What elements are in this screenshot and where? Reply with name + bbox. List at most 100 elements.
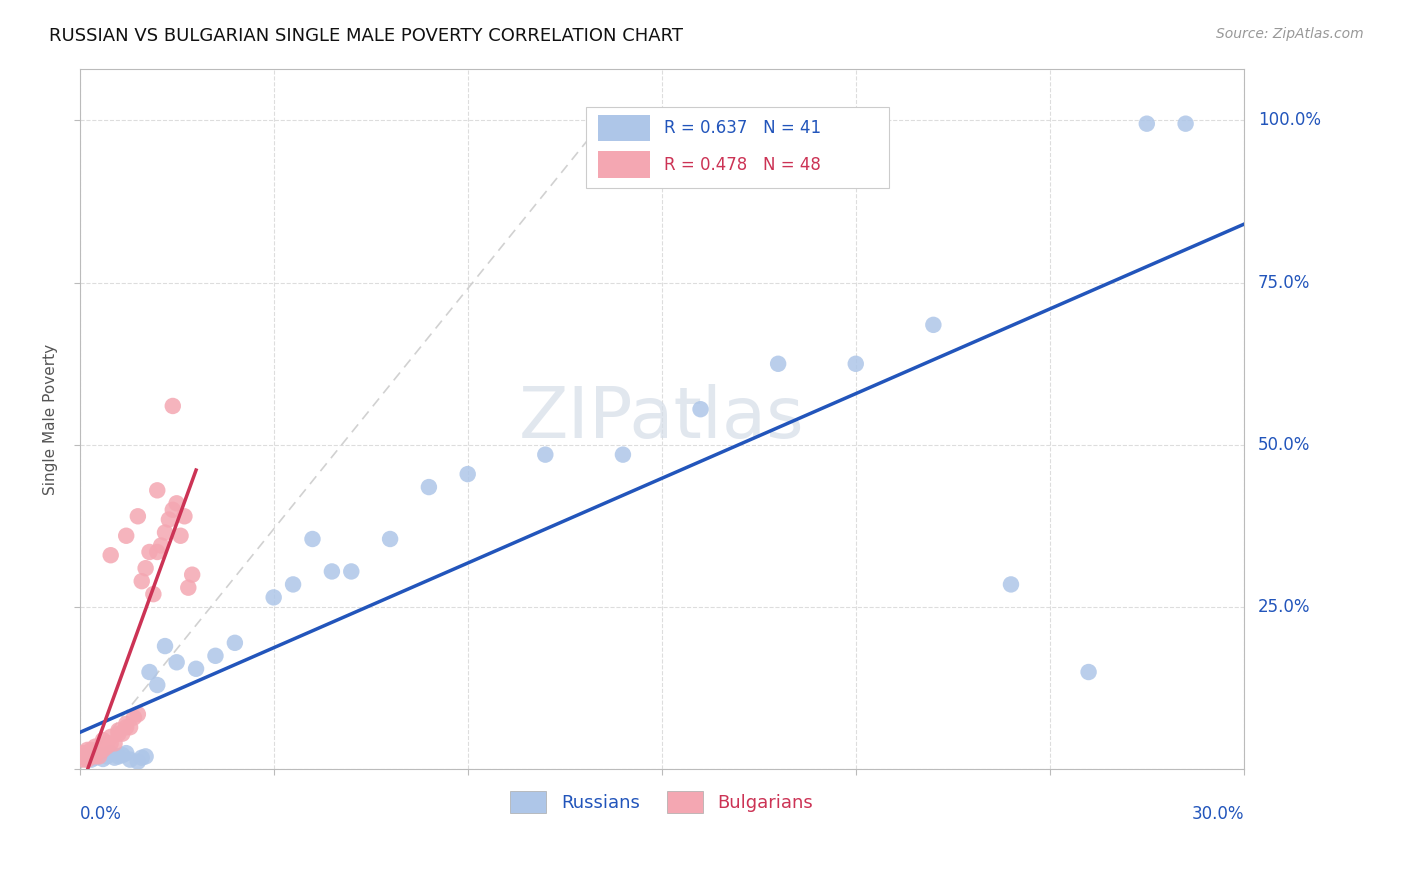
Point [100,746,122,760]
Point [87,748,110,763]
Point [418,480,440,494]
Point [100,548,122,562]
Point [689,402,711,417]
Point [166,496,188,510]
Point [103,750,125,764]
Point [162,503,184,517]
Point [138,545,160,559]
Point [157,512,180,526]
Point [111,727,134,741]
Point [131,574,153,589]
Point [96,749,118,764]
Point [84,750,107,764]
Point [120,720,142,734]
Text: 100.0%: 100.0% [1258,112,1320,129]
Text: R = 0.637   N = 41: R = 0.637 N = 41 [664,120,821,137]
Point [1077,665,1099,679]
Point [96,736,118,750]
Point [103,736,125,750]
Point [80,746,103,760]
Point [301,532,323,546]
Point [72,753,94,767]
Point [120,753,142,767]
Text: RUSSIAN VS BULGARIAN SINGLE MALE POVERTY CORRELATION CHART: RUSSIAN VS BULGARIAN SINGLE MALE POVERTY… [49,27,683,45]
Point [177,581,200,595]
Point [612,448,634,462]
Point [91,733,114,747]
Legend: Russians, Bulgarians: Russians, Bulgarians [503,783,820,820]
Point [150,539,173,553]
Text: 50.0%: 50.0% [1258,436,1310,454]
Point [340,565,363,579]
Text: ZIPatlas: ZIPatlas [519,384,804,453]
Text: 75.0%: 75.0% [1258,274,1310,292]
Point [131,750,153,764]
Point [115,720,138,734]
Point [84,746,107,760]
Point [135,749,157,764]
Text: 25.0%: 25.0% [1258,599,1310,616]
Text: R = 0.478   N = 48: R = 0.478 N = 48 [664,155,821,174]
Point [80,753,103,767]
Point [173,509,195,524]
Point [84,739,107,754]
Point [76,750,98,764]
Point [281,577,304,591]
Point [263,591,285,605]
Point [115,529,138,543]
Point [1136,117,1159,131]
Point [204,648,226,663]
Point [76,743,98,757]
Y-axis label: Single Male Poverty: Single Male Poverty [44,343,58,494]
Point [321,565,343,579]
Point [72,749,94,764]
Point [76,753,98,767]
Point [142,587,165,601]
Point [100,736,122,750]
Point [534,448,557,462]
Point [845,357,868,371]
Text: 30.0%: 30.0% [1191,805,1244,823]
Point [122,710,145,724]
Point [224,636,246,650]
FancyBboxPatch shape [586,107,889,187]
Point [146,545,169,559]
Point [184,662,207,676]
Point [91,752,114,766]
Point [181,567,204,582]
Point [146,483,169,498]
Point [91,743,114,757]
Point [135,561,157,575]
Point [127,509,149,524]
Point [115,746,138,760]
Point [76,750,98,764]
Point [80,749,103,764]
Point [100,730,122,744]
Text: Source: ZipAtlas.com: Source: ZipAtlas.com [1216,27,1364,41]
Point [72,749,94,764]
FancyBboxPatch shape [598,115,650,142]
Point [87,749,110,764]
Text: 0.0%: 0.0% [80,805,121,823]
Point [378,532,401,546]
Point [80,743,103,757]
Point [87,743,110,757]
Point [166,655,188,669]
Point [115,717,138,731]
Point [84,749,107,764]
Point [153,525,176,540]
Point [107,749,129,764]
FancyBboxPatch shape [598,152,650,178]
Point [1174,117,1197,131]
Point [766,357,789,371]
Point [138,665,160,679]
Point [96,739,118,754]
Point [127,707,149,722]
Point [1000,577,1022,591]
Point [107,727,129,741]
Point [922,318,945,332]
Point [107,723,129,738]
Point [169,529,191,543]
Point [162,399,184,413]
Point [457,467,479,482]
